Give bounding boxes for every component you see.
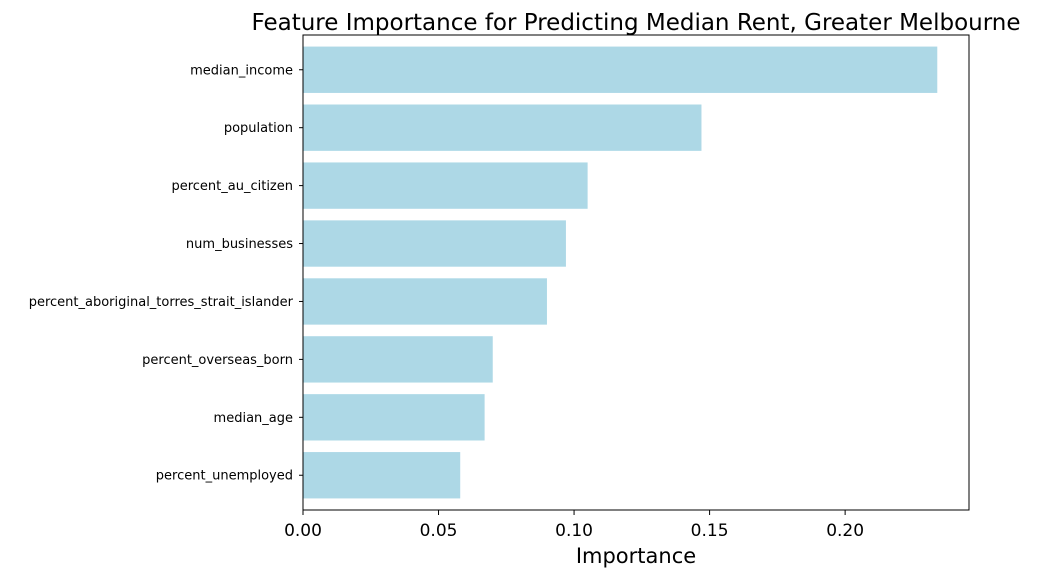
y-tick-label: percent_unemployed (156, 469, 293, 484)
bar-percent-au-citizen (303, 162, 588, 209)
bar-percent-unemployed (303, 452, 461, 499)
y-tick-label: median_age (214, 411, 293, 426)
bar-median-age (303, 394, 485, 441)
bar-percent-overseas-born (303, 336, 493, 383)
y-tick-label: num_businesses (186, 237, 293, 252)
bar-percent-aboriginal-torres-strait-islander (303, 278, 547, 325)
plot-frame (302, 34, 970, 511)
x-tick-label: 0.15 (691, 521, 729, 541)
y-tick-label: population (224, 121, 293, 136)
y-axis-ticks: median_income population percent_au_citize… (29, 63, 303, 484)
y-tick-label: percent_overseas_born (142, 353, 293, 368)
x-tick-label: 0.00 (284, 521, 322, 541)
y-tick-label: percent_aboriginal_torres_strait_islande… (29, 295, 294, 310)
x-tick-label: 0.10 (555, 521, 593, 541)
bar-num-businesses (303, 220, 566, 267)
x-tick-label: 0.20 (826, 521, 864, 541)
bar-population (303, 104, 702, 151)
y-tick-label: median_income (190, 63, 293, 78)
bars-layer (303, 46, 938, 499)
x-axis-ticks: 0.00 0.05 0.10 0.15 0.20 (284, 510, 864, 541)
x-tick-label: 0.05 (420, 521, 458, 541)
y-tick-label: percent_au_citizen (171, 179, 293, 194)
chart-title: Feature Importance for Predicting Median… (251, 10, 1020, 36)
x-axis-label: Importance (576, 544, 696, 568)
bar-median-income (303, 46, 938, 93)
